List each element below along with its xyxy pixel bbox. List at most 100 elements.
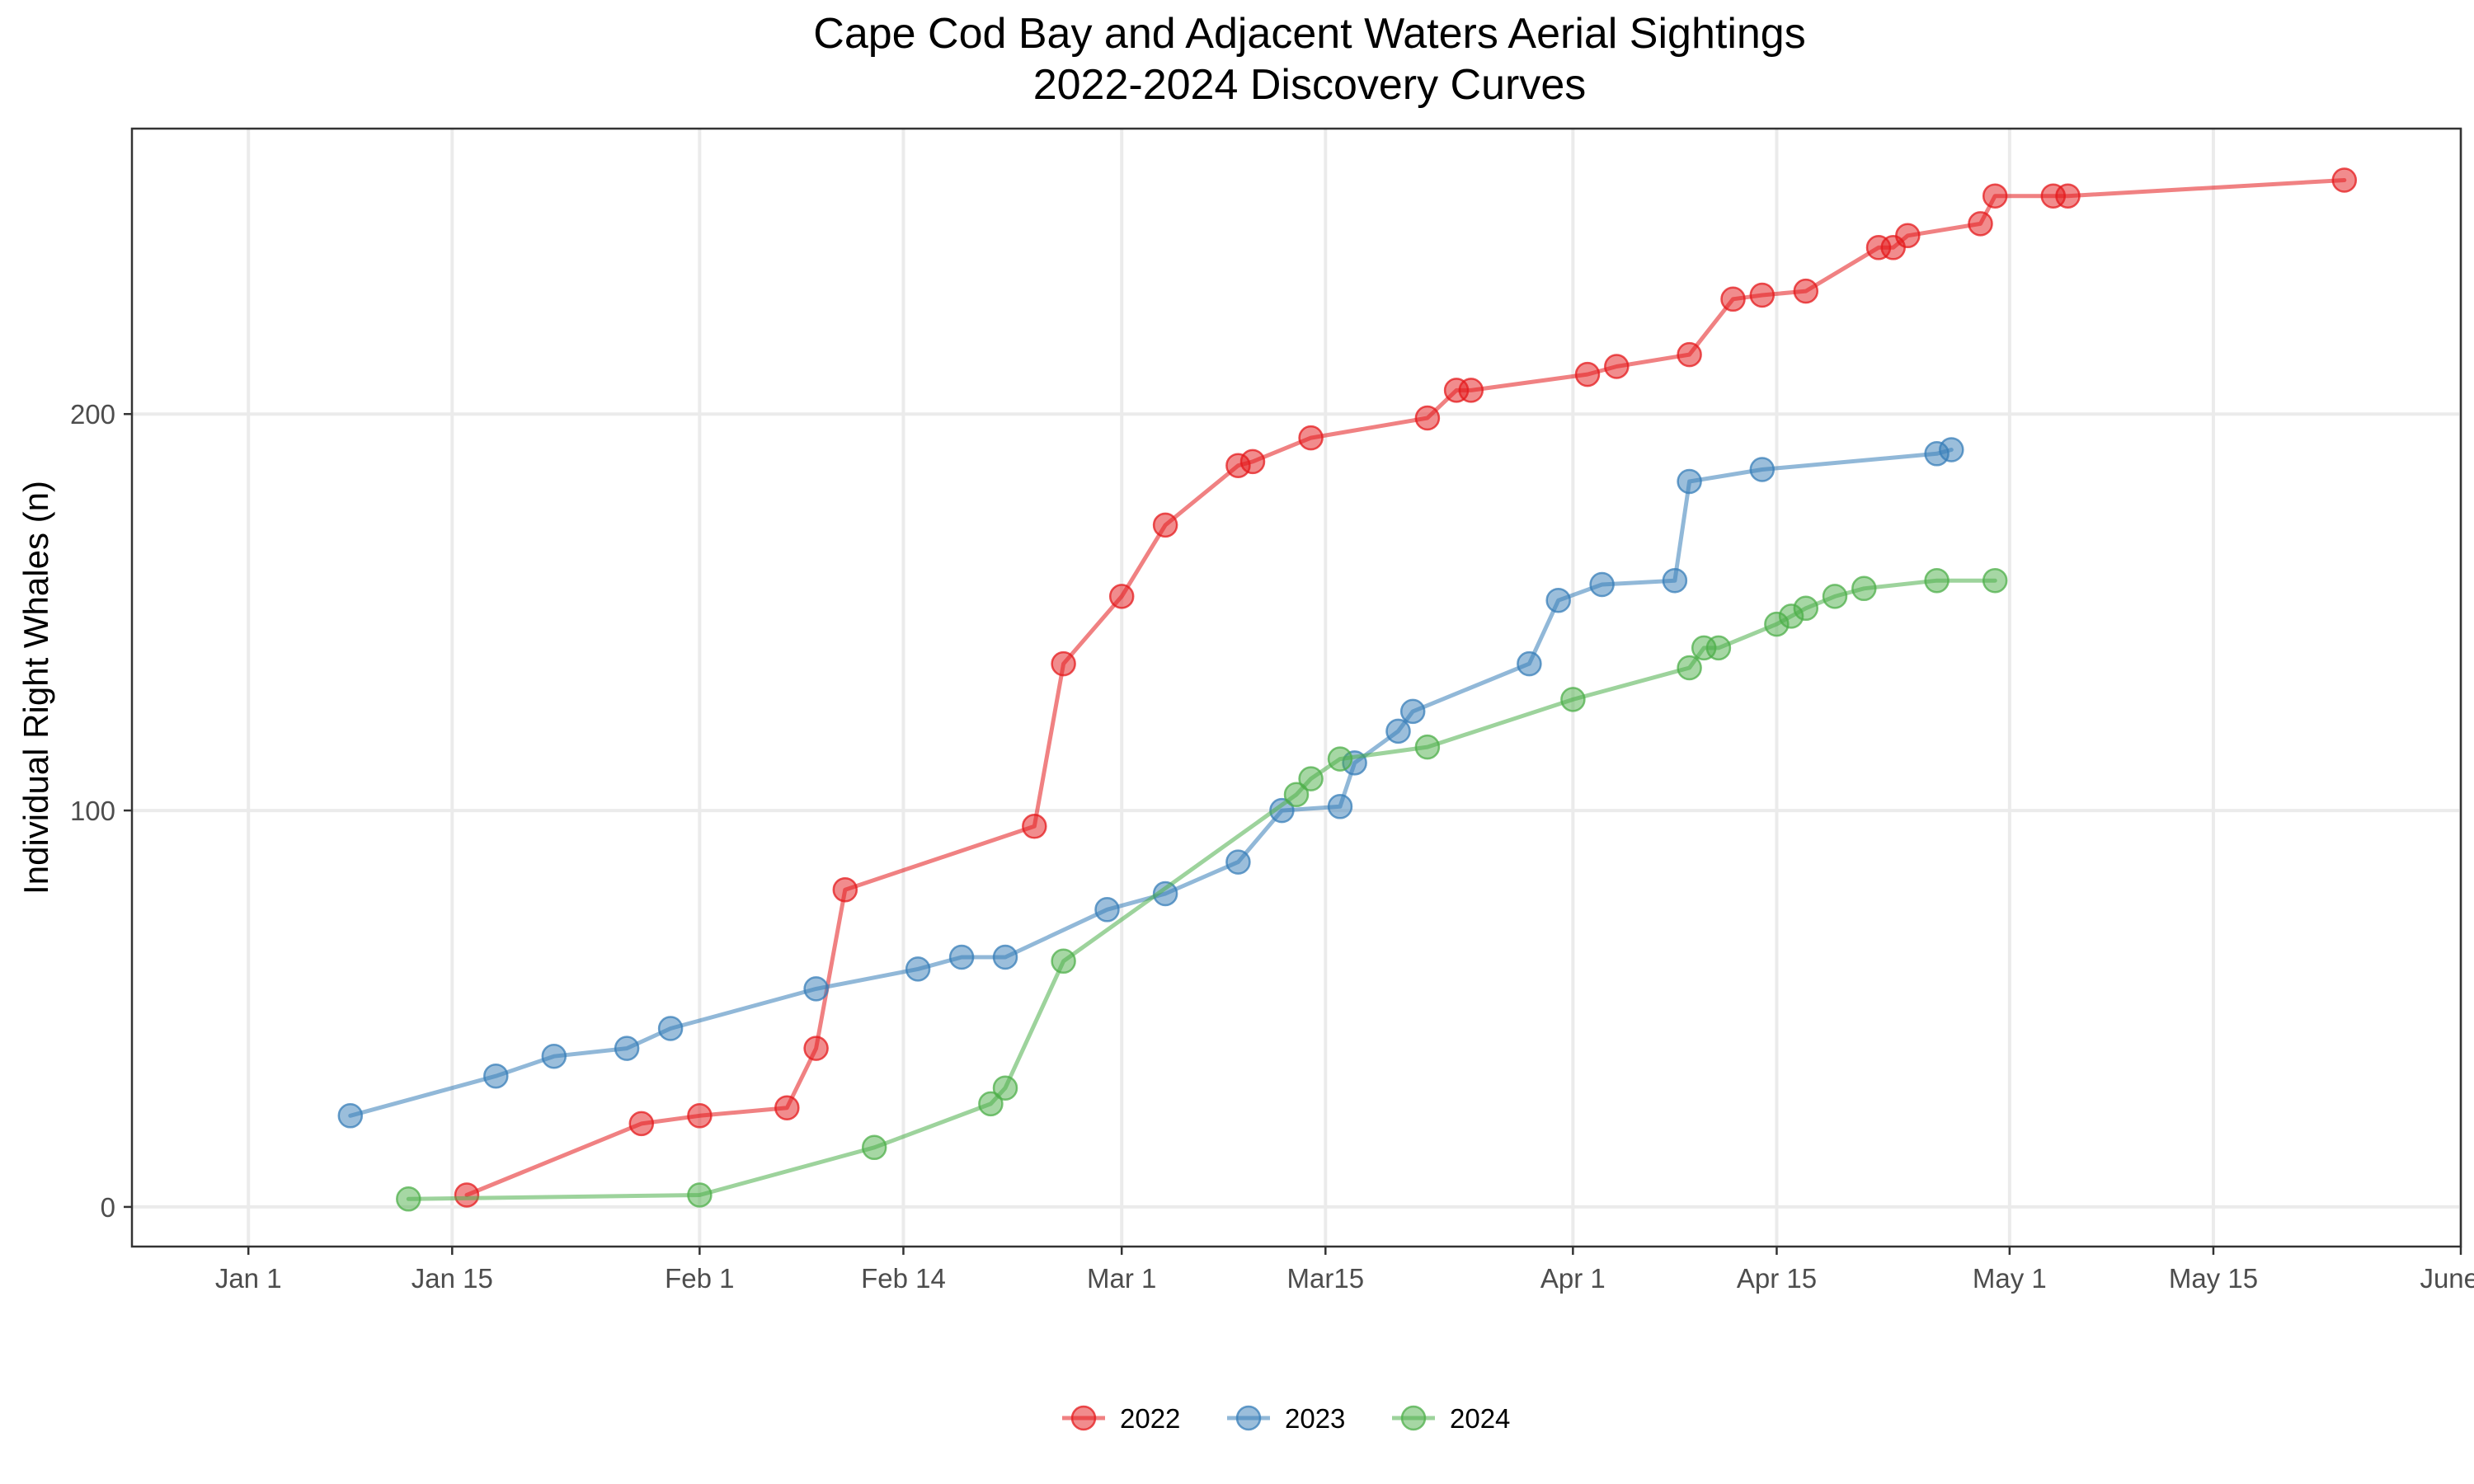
- data-point-2022-14: [1414, 405, 1441, 431]
- data-point-2023-17: [1399, 698, 1426, 725]
- data-point-2022-4: [774, 1095, 800, 1120]
- data-point-2024-17: [1793, 595, 1819, 622]
- data-point-2023-12: [1225, 849, 1251, 875]
- data-point-2024-1: [396, 1186, 421, 1212]
- data-series: [337, 167, 2358, 1212]
- legend-key-point-2022: [1070, 1405, 1097, 1431]
- x-tick-label-june-1: June 1: [2420, 1263, 2474, 1294]
- data-point-2024-6: [1051, 948, 1076, 974]
- data-point-2024-19: [1851, 575, 1877, 602]
- legend-item-2023: 2023: [1227, 1403, 1345, 1434]
- data-point-2023-6: [803, 976, 829, 1002]
- data-point-2023-25: [1939, 437, 1964, 463]
- legend-item-2024: 2024: [1392, 1403, 1510, 1434]
- data-point-2023-4: [614, 1036, 640, 1061]
- x-tick-label-mar-1: Mar 1: [1087, 1263, 1156, 1294]
- data-point-2022-8: [1051, 650, 1076, 677]
- data-point-2023-8: [948, 944, 975, 970]
- data-point-2022-26: [1968, 211, 1993, 237]
- x-tick-label-apr-1: Apr 1: [1540, 1263, 1606, 1294]
- data-point-2022-2: [628, 1111, 655, 1137]
- data-point-2022-1: [454, 1182, 480, 1208]
- data-point-2023-1: [337, 1103, 364, 1129]
- data-point-2022-17: [1574, 361, 1601, 387]
- legend-label-2022: 2022: [1120, 1403, 1180, 1434]
- data-point-2024-9: [1327, 746, 1353, 772]
- data-point-2023-14: [1327, 794, 1353, 819]
- data-point-2022-6: [832, 876, 858, 903]
- data-point-2022-29: [2055, 183, 2081, 209]
- data-point-2023-10: [1094, 897, 1120, 923]
- data-point-2022-12: [1239, 448, 1266, 475]
- data-point-2024-2: [687, 1182, 713, 1208]
- x-tick-label-may-15: May 15: [2169, 1263, 2258, 1294]
- chart-title: Cape Cod Bay and Adjacent Waters Aerial …: [813, 10, 1805, 58]
- data-point-2022-30: [2331, 167, 2358, 193]
- data-point-2024-11: [1560, 687, 1586, 712]
- data-point-2024-3: [861, 1134, 887, 1161]
- data-point-2022-18: [1604, 354, 1630, 379]
- data-point-2024-10: [1414, 734, 1441, 760]
- series-2022: [454, 167, 2358, 1208]
- x-tick-label-apr-15: Apr 15: [1737, 1263, 1817, 1294]
- data-point-2022-22: [1793, 278, 1819, 304]
- data-point-2023-23: [1749, 457, 1776, 482]
- data-point-2022-25: [1895, 223, 1921, 249]
- data-point-2022-21: [1749, 282, 1776, 308]
- data-point-2023-3: [541, 1043, 567, 1069]
- data-point-2022-5: [803, 1036, 829, 1061]
- data-point-2022-19: [1677, 341, 1702, 368]
- data-point-2024-20: [1924, 567, 1950, 594]
- data-point-2022-13: [1298, 425, 1324, 451]
- data-point-2024-8: [1298, 766, 1324, 791]
- x-tick-label-feb-1: Feb 1: [665, 1263, 734, 1294]
- y-axis-title: Individual Right Whales (n): [16, 481, 55, 895]
- data-point-2024-18: [1822, 584, 1848, 609]
- y-tick-label-200: 200: [70, 399, 115, 430]
- data-point-2024-12: [1677, 655, 1702, 681]
- y-tick-label-100: 100: [70, 796, 115, 826]
- x-tick-label-jan-15: Jan 15: [412, 1263, 493, 1294]
- data-point-2022-20: [1720, 286, 1746, 312]
- data-point-2022-7: [1022, 814, 1047, 839]
- data-point-2023-7: [905, 956, 931, 982]
- x-tick-label-feb-14: Feb 14: [861, 1263, 946, 1294]
- legend: 2022 2023 2024: [1062, 1403, 1510, 1434]
- data-point-2022-3: [687, 1103, 713, 1129]
- data-point-2024-21: [1982, 567, 2008, 594]
- x-tick-label-jan-1: Jan 1: [215, 1263, 282, 1294]
- data-point-2024-5: [992, 1075, 1018, 1101]
- series-2024: [396, 567, 2008, 1212]
- data-point-2023-11: [1152, 881, 1178, 907]
- data-point-2023-22: [1677, 468, 1702, 495]
- data-point-2024-4: [978, 1091, 1004, 1117]
- data-point-2023-13: [1269, 797, 1295, 824]
- x-tick-label-mar15: Mar15: [1287, 1263, 1365, 1294]
- data-point-2023-18: [1517, 650, 1542, 677]
- legend-item-2022: 2022: [1062, 1403, 1180, 1434]
- data-point-2023-19: [1545, 587, 1571, 613]
- data-point-2022-16: [1458, 378, 1484, 403]
- y-tick-label-0: 0: [101, 1192, 115, 1223]
- data-point-2023-9: [992, 944, 1018, 970]
- data-point-2022-27: [1982, 183, 2008, 209]
- data-point-2024-14: [1705, 635, 1732, 661]
- data-point-2022-9: [1108, 584, 1135, 609]
- data-point-2023-21: [1662, 567, 1688, 594]
- data-point-2024-7: [1283, 782, 1310, 808]
- legend-key-point-2023: [1235, 1405, 1262, 1431]
- axes: Jan 1 Jan 15 Feb 1 Feb 14 Mar 1 Mar15 Apr 1 Apr…: [70, 399, 2474, 1294]
- data-point-2023-5: [657, 1016, 684, 1041]
- x-tick-label-may-1: May 1: [1973, 1263, 2047, 1294]
- data-point-2023-20: [1589, 571, 1615, 598]
- legend-key-point-2024: [1400, 1405, 1427, 1431]
- data-point-2023-2: [483, 1063, 509, 1089]
- chart-subtitle: 2022-2024 Discovery Curves: [1033, 61, 1587, 109]
- legend-label-2024: 2024: [1450, 1403, 1510, 1434]
- data-point-2023-16: [1385, 718, 1411, 744]
- plot-panel-border: [130, 127, 2462, 1248]
- legend-label-2023: 2023: [1285, 1403, 1345, 1434]
- data-point-2022-10: [1152, 512, 1178, 538]
